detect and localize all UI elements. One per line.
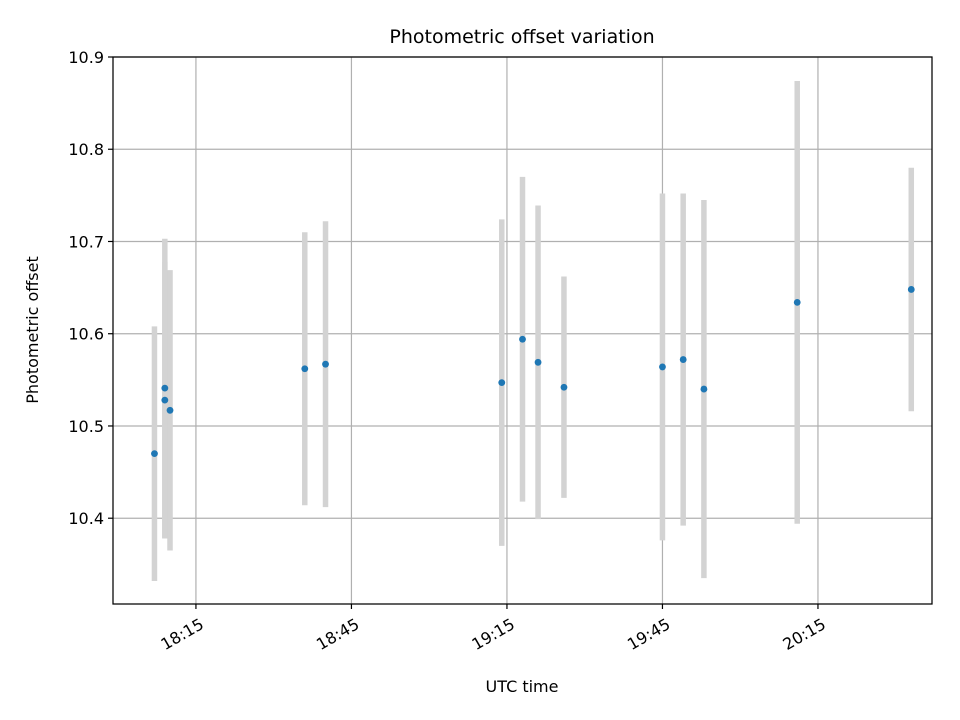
data-point	[560, 383, 568, 391]
data-point	[498, 379, 506, 387]
data-point	[519, 335, 526, 343]
x-axis-title: UTC time	[486, 677, 559, 696]
y-tick-label: 10.4	[68, 509, 104, 528]
data-point	[679, 356, 687, 363]
data-point	[151, 450, 158, 458]
data-point	[161, 396, 169, 404]
point-layer	[151, 286, 915, 458]
data-point	[534, 358, 542, 366]
plot-frame	[112, 56, 933, 605]
data-point	[166, 406, 174, 414]
data-point	[907, 286, 915, 293]
data-point	[700, 385, 708, 393]
chart-title: Photometric offset variation	[389, 26, 654, 48]
y-tick-label: 10.5	[68, 417, 104, 436]
data-point	[161, 384, 169, 392]
data-point	[301, 365, 309, 373]
y-tick-label: 10.6	[68, 325, 104, 344]
y-tick-label: 10.8	[68, 140, 104, 159]
y-tick-label: 10.7	[68, 232, 104, 251]
data-point	[659, 363, 666, 371]
y-axis-title: Photometric offset	[23, 256, 42, 404]
y-tick-label: 10.9	[68, 48, 104, 67]
data-point	[322, 360, 329, 368]
data-point	[793, 298, 801, 306]
